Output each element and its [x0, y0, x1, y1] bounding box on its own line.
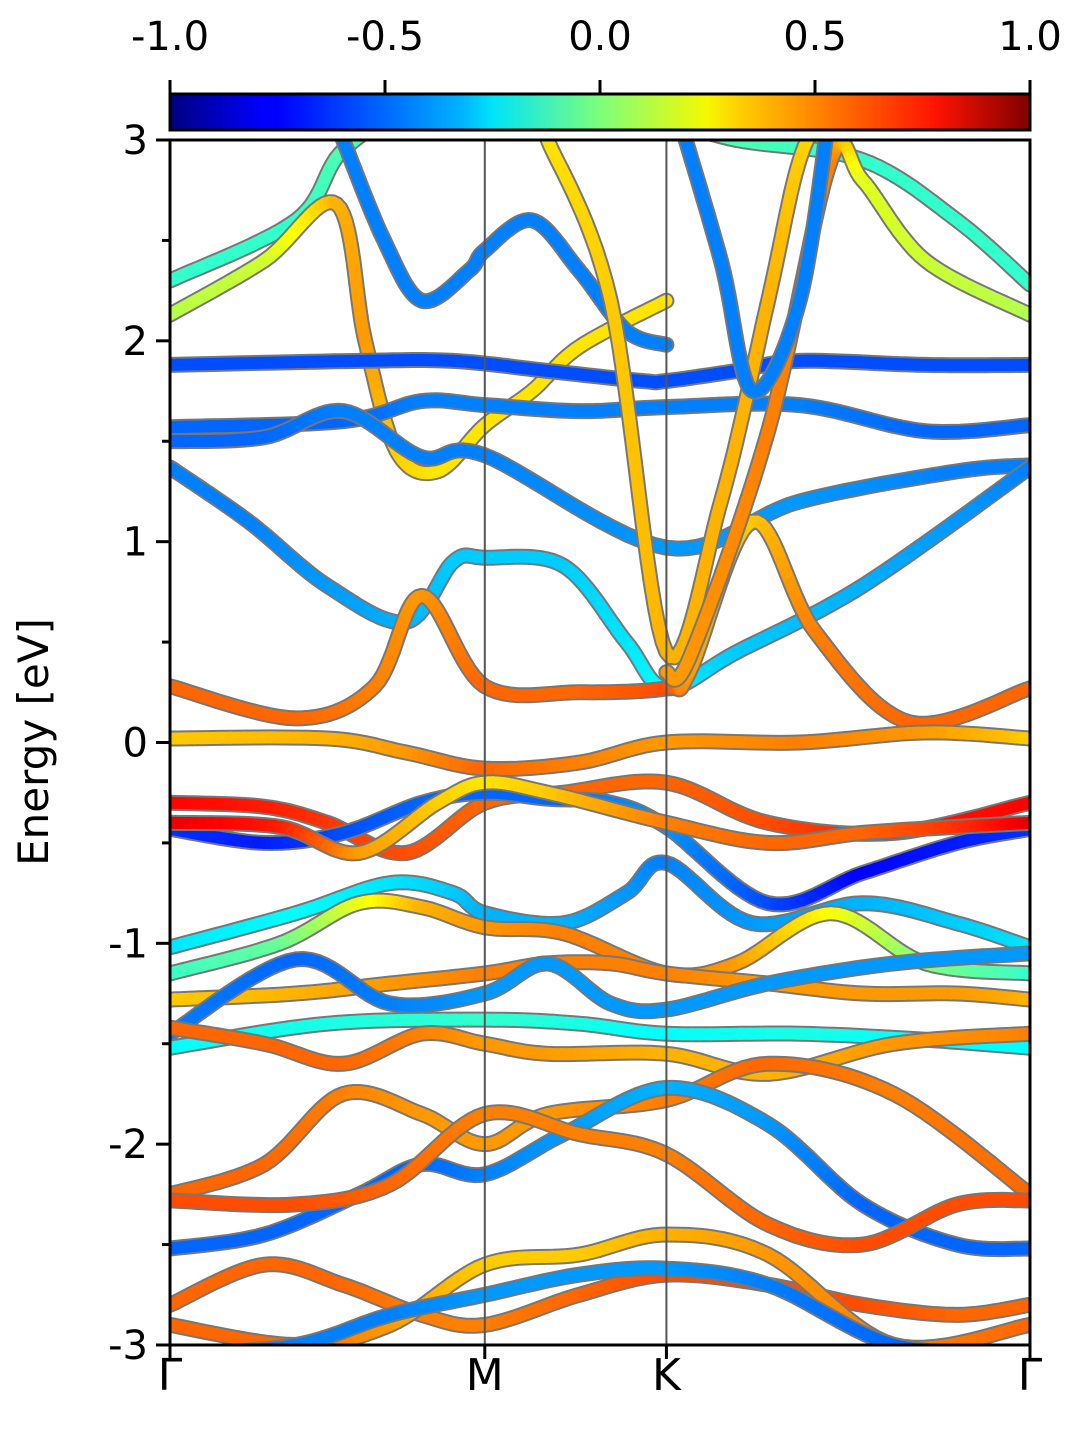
colorbar-tick-label: 0.5 — [783, 14, 847, 60]
y-tick-label: 2 — [123, 319, 148, 365]
y-tick-label: -3 — [108, 1323, 148, 1369]
band-segment — [517, 84, 524, 86]
kpoint-label: M — [466, 1350, 504, 1401]
band-segment — [708, 133, 713, 135]
plot-area: -3 -2 -1 0 1 2 3 Γ M K Γ — [108, 80, 1043, 1401]
band-segment — [259, 1349, 269, 1350]
band-segment — [713, 134, 718, 135]
colorbar-tick-label: -0.5 — [346, 14, 424, 60]
band-segment — [510, 83, 517, 84]
band-segment — [444, 87, 448, 89]
band-segment — [531, 87, 538, 89]
y-tick-label: -2 — [108, 1122, 148, 1168]
band-segment — [461, 82, 465, 83]
colorbar-tick-label: 0.0 — [568, 14, 632, 60]
y-axis-label: Energy [eV] — [9, 618, 58, 866]
band-segment — [358, 133, 364, 137]
band-segment — [248, 1350, 259, 1351]
band-segment — [217, 1352, 227, 1353]
band-segment — [704, 131, 709, 132]
band-segment — [724, 137, 730, 139]
kpoint-label: Γ — [158, 1350, 183, 1401]
colorbar: -1.0 -0.5 0.0 0.5 1.0 — [131, 14, 1062, 130]
colorbar-ticks: -1.0 -0.5 0.0 0.5 1.0 — [131, 14, 1062, 94]
kpoint-label: K — [652, 1350, 682, 1401]
colorbar-tick-label: 1.0 — [998, 14, 1062, 60]
y-tick-label: 1 — [123, 520, 148, 566]
band-segment — [959, 1353, 970, 1354]
colorbar-tick-label: -1.0 — [131, 14, 209, 60]
band-segment — [914, 1349, 925, 1351]
band-segment — [452, 84, 456, 85]
y-axis: -3 -2 -1 0 1 2 3 — [108, 118, 170, 1369]
band-segment — [279, 1346, 288, 1347]
band-segment — [925, 1347, 936, 1348]
band-segment — [470, 80, 475, 81]
band-segment — [227, 1351, 237, 1352]
y-tick-label: -1 — [108, 921, 148, 967]
y-tick-label: 3 — [123, 118, 148, 164]
band-segment — [497, 81, 503, 82]
band-segment — [538, 89, 545, 91]
band-segment — [198, 1353, 207, 1354]
band-segment — [925, 1351, 936, 1352]
band-segment — [436, 91, 440, 93]
band-segment — [238, 1351, 249, 1352]
y-tick-label: 0 — [123, 721, 148, 767]
band-segment — [904, 1347, 914, 1349]
band-segment — [456, 83, 460, 84]
kpoint-label: Γ — [1018, 1350, 1043, 1401]
band-segment — [947, 1353, 958, 1354]
band-segment — [448, 85, 452, 87]
band-segment — [523, 86, 530, 88]
band-segment — [904, 1347, 914, 1348]
band-segment — [503, 81, 510, 82]
band-segment — [465, 81, 470, 82]
colorbar-gradient — [170, 94, 1030, 130]
band-segment — [207, 1353, 217, 1354]
band-segment — [936, 1352, 947, 1353]
band-segment — [491, 80, 497, 81]
band-segment — [718, 136, 724, 137]
band-segment — [269, 1348, 279, 1349]
band-segment — [440, 89, 444, 91]
